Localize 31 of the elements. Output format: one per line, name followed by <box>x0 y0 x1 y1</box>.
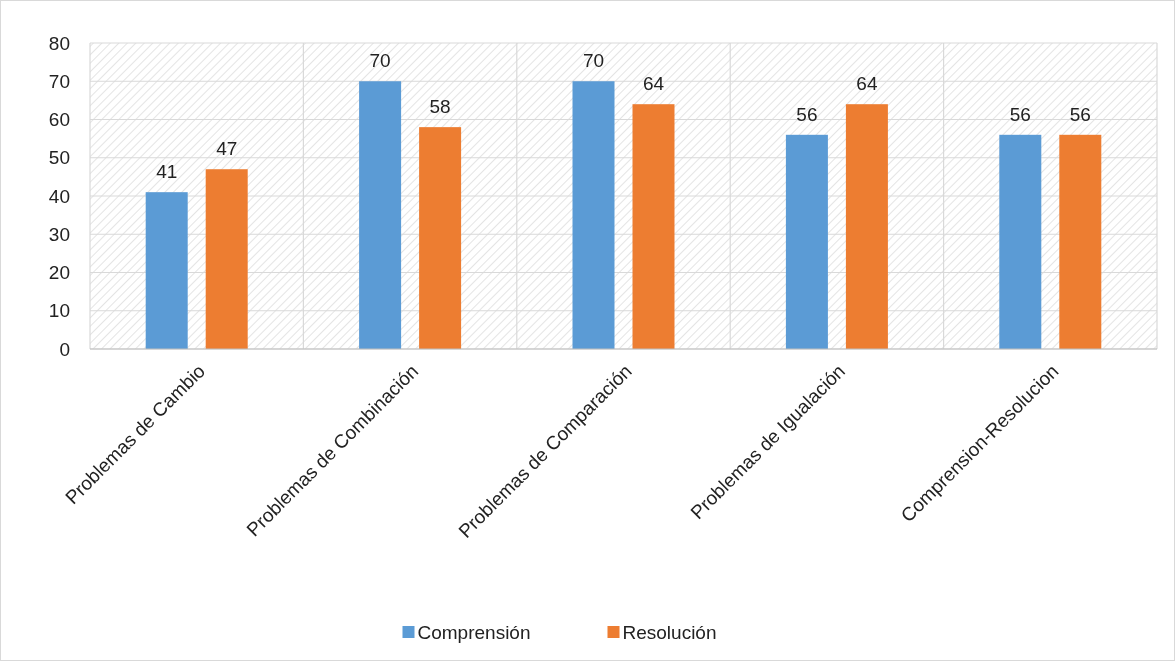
bar <box>845 104 888 349</box>
data-label: 41 <box>156 161 178 183</box>
bar <box>1059 134 1102 349</box>
y-tick-label: 30 <box>48 223 70 245</box>
y-tick-label: 70 <box>48 70 70 92</box>
bar <box>145 192 188 349</box>
y-tick-label: 0 <box>59 338 70 360</box>
bar <box>419 127 462 349</box>
y-tick-label: 50 <box>48 147 70 169</box>
bar <box>359 81 402 349</box>
bar <box>785 134 828 349</box>
data-label: 64 <box>856 73 878 95</box>
bar <box>205 169 248 349</box>
data-label: 64 <box>642 73 665 95</box>
y-tick-label: 60 <box>48 109 70 131</box>
y-tick-label: 10 <box>48 300 70 322</box>
data-label: 56 <box>796 103 818 125</box>
bar <box>999 134 1042 349</box>
data-label: 47 <box>216 138 238 160</box>
legend-label: Comprensión <box>417 621 531 643</box>
legend-label: Resolución <box>622 621 717 643</box>
data-label: 58 <box>429 96 451 118</box>
y-tick-label: 20 <box>48 262 70 284</box>
data-label: 56 <box>1009 103 1031 125</box>
data-label: 70 <box>369 50 391 72</box>
y-tick-label: 80 <box>48 32 70 54</box>
data-label: 70 <box>582 50 605 72</box>
y-tick-label: 40 <box>48 185 70 207</box>
bar <box>572 81 615 349</box>
data-label: 56 <box>1069 103 1091 125</box>
bar <box>632 104 675 349</box>
